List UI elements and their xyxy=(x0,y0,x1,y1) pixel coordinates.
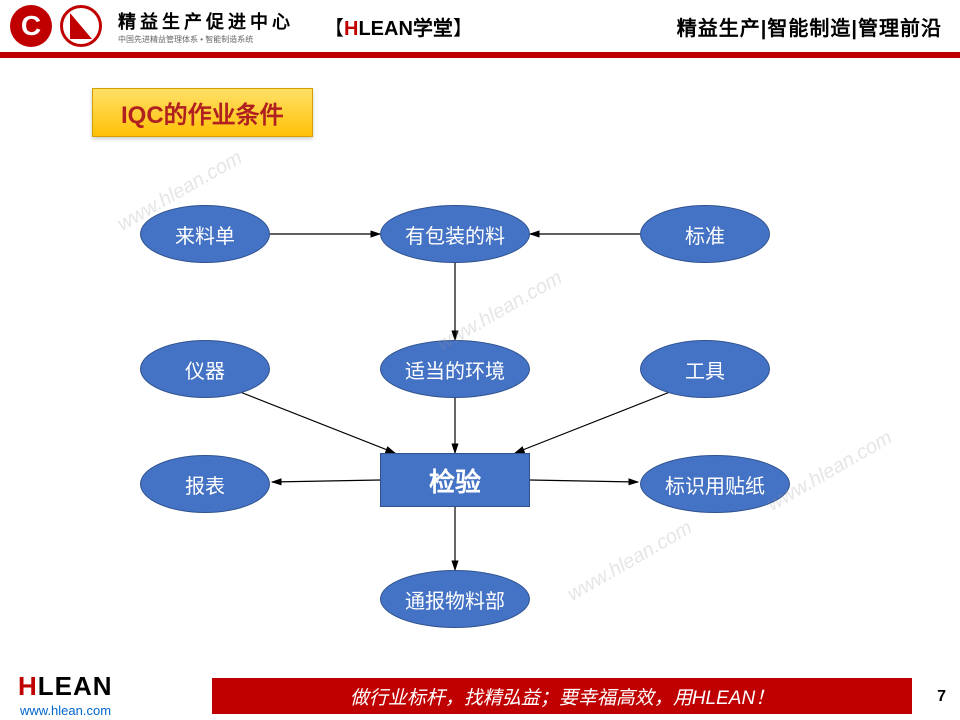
node-jianyan: 检验 xyxy=(380,453,530,507)
logo-main: 精益生产促进中心 xyxy=(118,8,294,34)
edge-jianyan-tiezhi xyxy=(530,480,638,482)
node-baozhuang: 有包装的料 xyxy=(380,205,530,263)
edge-yiqi-jianyan xyxy=(235,390,395,453)
footer-url: www.hlean.com xyxy=(20,703,111,718)
footer-logo: HLEAN xyxy=(18,671,113,702)
edge-gongju-jianyan xyxy=(515,390,675,453)
logo-text: 精益生产促进中心 中国先进精益管理体系 • 智能制造系统 xyxy=(118,8,294,45)
logo-cl-icon xyxy=(60,5,102,47)
footer-slogan: 做行业标杆，找精弘益；要幸福高效，用HLEAN！ xyxy=(212,678,912,714)
header-right-text: 精益生产|智能制造|管理前沿 xyxy=(677,12,942,41)
node-yiqi: 仪器 xyxy=(140,340,270,398)
node-tiezhi: 标识用贴纸 xyxy=(640,455,790,513)
logo-sub: 中国先进精益管理体系 • 智能制造系统 xyxy=(118,34,294,45)
logo-c-icon: C xyxy=(10,5,52,47)
node-tongbao: 通报物料部 xyxy=(380,570,530,628)
logo-area: C 精益生产促进中心 中国先进精益管理体系 • 智能制造系统 xyxy=(10,5,294,47)
slide-title: IQC的作业条件 xyxy=(92,88,313,137)
edge-jianyan-baobiao xyxy=(272,480,380,482)
flowchart: 来料单 有包装的料 标准仪器 适当的环境 工具报表 检验 标识用贴纸通报物料部 xyxy=(0,150,960,650)
footer: HLEAN www.hlean.com 做行业标杆，找精弘益；要幸福高效，用HL… xyxy=(0,658,960,720)
node-huanjing: 适当的环境 xyxy=(380,340,530,398)
header: C 精益生产促进中心 中国先进精益管理体系 • 智能制造系统 【HLEAN学堂】… xyxy=(0,0,960,58)
node-laidan: 来料单 xyxy=(140,205,270,263)
node-gongju: 工具 xyxy=(640,340,770,398)
node-baobiao: 报表 xyxy=(140,455,270,513)
hlean-tag: 【HLEAN学堂】 xyxy=(324,12,473,41)
node-biaozhun: 标准 xyxy=(640,205,770,263)
page-number: 7 xyxy=(937,688,946,706)
